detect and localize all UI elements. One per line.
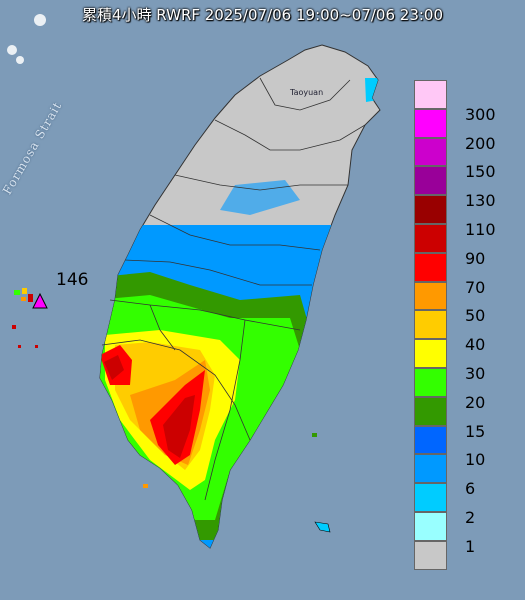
- rainfall-legend: 300 200 150 130 110 90 70 50 40 30 20 15 10 6 2 1: [413, 80, 511, 570]
- legend-swatch: [414, 108, 447, 138]
- legend-label: 200: [465, 133, 496, 153]
- legend-row: 200: [413, 108, 511, 153]
- legend-label: 50: [465, 306, 486, 326]
- legend-label: 15: [465, 421, 486, 441]
- legend-swatch: [414, 310, 447, 340]
- legend-row: 30: [413, 339, 511, 383]
- legend-row: 110: [413, 195, 511, 239]
- legend-label: 70: [465, 277, 486, 297]
- rain-patch-north: [220, 180, 300, 215]
- legend-row: 90: [413, 224, 511, 268]
- rain-cell-coast-core: [104, 355, 124, 380]
- legend-swatch: [414, 224, 447, 253]
- legend-swatch: [414, 339, 447, 368]
- legend-swatch: [414, 80, 447, 109]
- county-boundaries: [101, 77, 366, 501]
- legend-label: 130: [465, 191, 496, 211]
- legend-swatch: [414, 281, 447, 311]
- legend-row: 1: [413, 512, 511, 556]
- legend-row: 6: [413, 454, 511, 498]
- legend-label: 300: [465, 104, 496, 124]
- legend-swatch: [414, 425, 447, 455]
- map-title: 累積4小時 RWRF 2025/07/06 19:00~07/06 23:00: [81, 6, 444, 24]
- max-value-label: 146: [56, 270, 89, 290]
- legend-label: 110: [465, 219, 496, 239]
- xiaoliuqiu-island: [143, 484, 148, 488]
- legend-row: 70: [413, 252, 511, 297]
- legend-row: [413, 540, 511, 570]
- legend-swatch: [414, 540, 447, 570]
- legend-label: 30: [465, 363, 486, 383]
- legend-row: 50: [413, 281, 511, 325]
- legend-label: 2: [465, 507, 476, 527]
- legend-swatch: [414, 195, 447, 224]
- max-marker-triangle: [32, 292, 48, 309]
- legend-row: 150: [413, 137, 511, 181]
- legend-swatch: [414, 454, 447, 484]
- penghu-islands: [12, 288, 38, 348]
- legend-row: 15: [413, 396, 511, 441]
- legend-row: 300: [413, 80, 511, 124]
- legend-row: 10: [413, 425, 511, 469]
- legend-label: 40: [465, 335, 486, 355]
- legend-label: 10: [465, 450, 486, 470]
- legend-label: 150: [465, 162, 496, 182]
- legend-label: 20: [465, 392, 486, 412]
- legend-swatch: [414, 137, 447, 167]
- legend-row: 20: [413, 368, 511, 412]
- legend-swatch: [414, 396, 447, 426]
- legend-swatch: [414, 368, 447, 397]
- legend-row: 130: [413, 166, 511, 210]
- legend-swatch: [414, 166, 447, 196]
- city-label: Taoyuan: [290, 88, 324, 97]
- legend-label: 6: [465, 479, 476, 499]
- legend-row: 2: [413, 483, 511, 527]
- rain-band-90: [163, 395, 195, 458]
- legend-row: 40: [413, 310, 511, 354]
- legend-label: 90: [465, 248, 486, 268]
- cloud-patches: [7, 14, 46, 64]
- legend-swatch: [414, 483, 447, 512]
- rainfall-layers: [100, 78, 380, 548]
- legend-label: 1: [465, 536, 476, 556]
- green-island: [312, 433, 317, 437]
- lanyu-island: [314, 521, 331, 533]
- legend-swatch: [414, 512, 447, 541]
- legend-swatch: [414, 252, 447, 282]
